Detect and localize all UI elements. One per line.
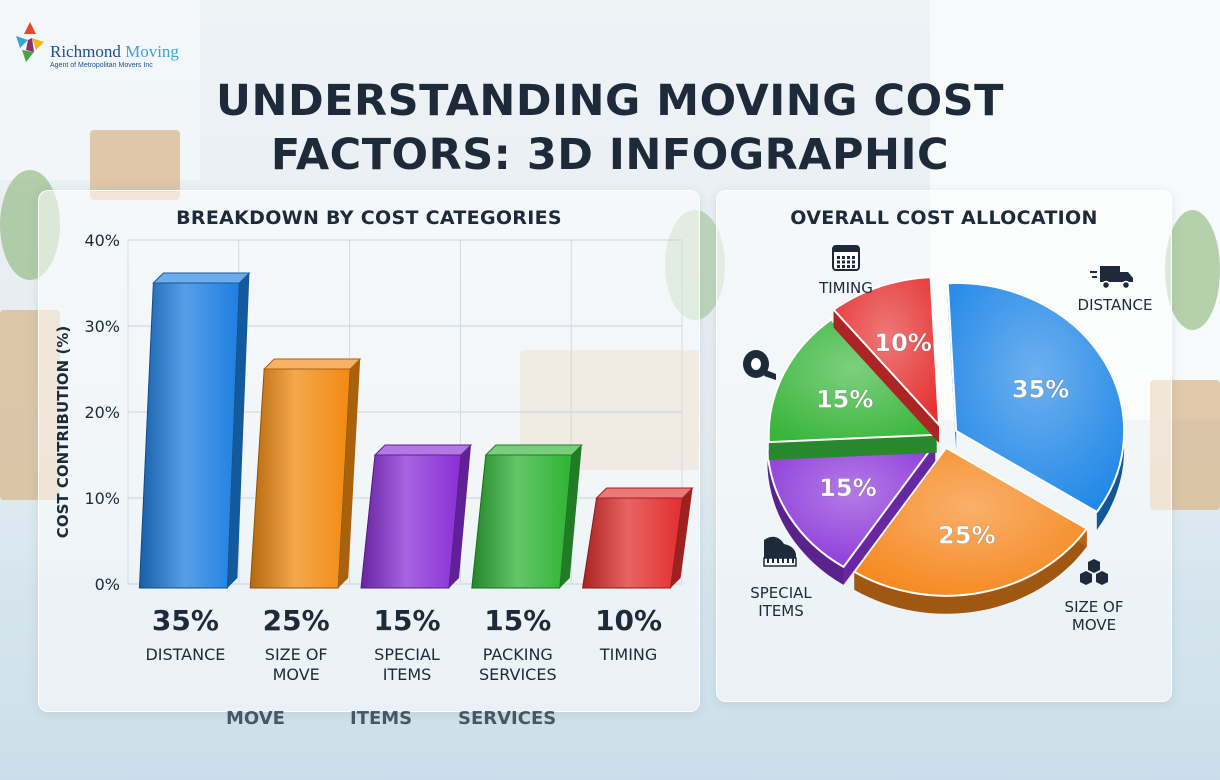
y-tick-label: 30%: [84, 317, 120, 336]
truck-icon: [1090, 266, 1133, 290]
page-title-line-1: UNDERSTANDING MOVING COST: [216, 76, 1004, 126]
pie-slice-2: [852, 446, 1089, 614]
pie-value-label: 10%: [874, 329, 931, 357]
pie-value-label: 15%: [816, 385, 873, 413]
bar-category-label: SERVICES: [479, 665, 557, 684]
pie-category-label: ITEMS: [758, 602, 804, 620]
company-logo[interactable]: Richmond Moving Agent of Metropolitan Mo…: [14, 20, 179, 70]
pie-slice-face: [832, 276, 941, 428]
pie-slice-face: [767, 318, 939, 444]
bar-1: [138, 272, 251, 589]
pie-value-label: 15%: [819, 474, 876, 502]
logo-tagline: Agent of Metropolitan Movers Inc: [50, 62, 153, 69]
bar-4: [471, 444, 584, 589]
piano-icon: [763, 536, 797, 567]
bar-value-label: 35%: [152, 604, 219, 637]
pie-group: [766, 276, 1126, 614]
pie-slice-face: [946, 282, 1126, 514]
bar-3: [360, 444, 473, 589]
pie-category-label: TIMING: [818, 279, 873, 297]
pie-value-label: 25%: [938, 522, 995, 550]
pie-category-label: DISTANCE: [1078, 296, 1153, 314]
pie-category-label: SPECIAL: [750, 584, 812, 602]
pie-chart-title: OVERALL COST ALLOCATION: [790, 207, 1098, 229]
pie-slice-face: [852, 446, 1089, 597]
boxes-icon: [1080, 559, 1108, 585]
reflection-label: MOVE: [226, 708, 285, 729]
bar-category-label: SIZE OF: [265, 645, 328, 664]
bar-side: [670, 488, 693, 588]
bar-category-label: SPECIAL: [374, 645, 440, 664]
page-title-line-2: FACTORS: 3D INFOGRAPHIC: [270, 130, 950, 180]
pie-slice-edge: [843, 442, 936, 585]
y-tick-label: 0%: [95, 575, 120, 594]
y-tick-label: 10%: [84, 489, 120, 508]
bar-value-label: 15%: [484, 604, 551, 637]
bar-2: [249, 358, 362, 589]
pie-slice-side: [854, 528, 1087, 614]
bar-side: [227, 273, 250, 588]
pie-category-label: MOVE: [1072, 616, 1116, 634]
y-axis-title: COST CONTRIBUTION (%): [54, 326, 72, 538]
bar-side: [559, 445, 582, 588]
pie-slice-edge: [833, 309, 940, 443]
reflection-label: ITEMS: [350, 708, 413, 729]
bar-value-label: 25%: [263, 604, 330, 637]
page-title: UNDERSTANDING MOVING COST FACTORS: 3D IN…: [0, 74, 1220, 182]
bar-value-label: 10%: [595, 604, 662, 637]
pie-slice-5: [832, 276, 941, 443]
pie-slice-1: [946, 282, 1126, 530]
bar-side: [449, 445, 471, 588]
logo-mark-icon: [16, 22, 44, 62]
reflection-label: SERVICES: [458, 708, 557, 729]
bar-category-label: DISTANCE: [145, 645, 225, 664]
bar-category-label: TIMING: [599, 645, 657, 664]
pie-slice-4: [767, 318, 939, 461]
pie-slice-side: [767, 450, 844, 585]
bar-value-label: 15%: [373, 604, 440, 637]
bar-side: [338, 359, 361, 588]
y-tick-label: 40%: [84, 231, 120, 250]
pie-value-label: 35%: [1012, 375, 1069, 403]
logo-brand-name: Richmond Moving: [50, 42, 179, 61]
bar-5: [582, 487, 694, 589]
bar-category-label: ITEMS: [383, 665, 432, 684]
bar-chart-title: BREAKDOWN BY COST CATEGORIES: [176, 207, 562, 229]
pie-slice-face: [766, 441, 938, 569]
bar-category-label: MOVE: [273, 665, 320, 684]
bar-category-label: PACKING: [483, 645, 553, 664]
tape-icon: [743, 350, 776, 380]
y-tick-label: 20%: [84, 403, 120, 422]
pie-slice-3: [766, 441, 938, 585]
pie-category-label: SIZE OF: [1065, 598, 1124, 616]
calendar-icon: [832, 245, 860, 271]
